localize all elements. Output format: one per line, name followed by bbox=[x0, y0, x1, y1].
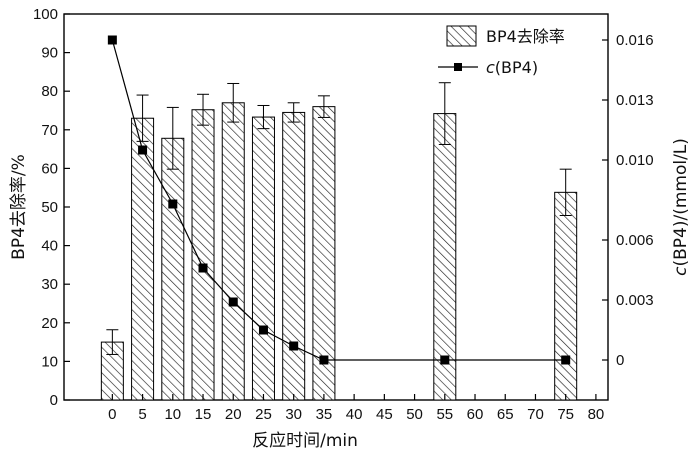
x-tick-label: 35 bbox=[316, 406, 333, 423]
x-tick-label: 30 bbox=[285, 406, 302, 423]
error-bars-layer bbox=[106, 82, 572, 355]
series-line bbox=[111, 39, 566, 361]
y2-tick-label: 0.010 bbox=[616, 152, 654, 169]
y-tick-label: 50 bbox=[41, 199, 58, 216]
line-layer bbox=[107, 35, 571, 365]
x-tick-label: 15 bbox=[195, 406, 212, 423]
bar bbox=[221, 102, 245, 401]
bars-layer bbox=[100, 102, 578, 401]
ticks-layer: 0 5 10 15 20 25 30 35 40 45 50 55 60 65 70 75 80 0 10 20 30 4… bbox=[33, 6, 654, 423]
bar bbox=[282, 111, 306, 401]
legend-line-label-italic: c bbox=[486, 58, 495, 77]
y-tick-label: 10 bbox=[41, 353, 58, 370]
y-axis-title: BP4去除率/% bbox=[9, 154, 29, 260]
y2-axis-title-italic: c bbox=[671, 266, 691, 276]
bar bbox=[251, 116, 275, 401]
data-point bbox=[289, 341, 299, 351]
data-point bbox=[561, 355, 571, 365]
x-axis-title: 反应时间/min bbox=[252, 431, 358, 451]
y2-tick-label: 0.013 bbox=[616, 92, 654, 109]
data-point bbox=[440, 355, 450, 365]
legend: BP4去除率 c(BP4) bbox=[438, 25, 565, 77]
y-tick-label: 20 bbox=[41, 315, 58, 332]
x-tick-label: 45 bbox=[376, 406, 393, 423]
x-tick-label: 20 bbox=[225, 406, 242, 423]
x-tick-label: 80 bbox=[588, 406, 605, 423]
x-tick-label: 60 bbox=[467, 406, 484, 423]
data-point bbox=[198, 263, 208, 273]
y-tick-label: 0 bbox=[50, 392, 58, 409]
bar bbox=[161, 137, 185, 401]
x-tick-label: 65 bbox=[497, 406, 514, 423]
x-tick-label: 0 bbox=[108, 406, 116, 423]
y-tick-label: 60 bbox=[41, 160, 58, 177]
y2-tick-label: 0.006 bbox=[616, 232, 654, 249]
bar bbox=[191, 109, 215, 401]
y2-axis-title: c(BP4)/(mmol/L) bbox=[671, 138, 691, 276]
bar bbox=[131, 117, 155, 401]
y2-tick-label: 0.016 bbox=[616, 32, 654, 49]
y-tick-label: 30 bbox=[41, 276, 58, 293]
x-tick-label: 55 bbox=[436, 406, 453, 423]
x-tick-label: 10 bbox=[164, 406, 181, 423]
data-point bbox=[319, 355, 329, 365]
data-point bbox=[228, 297, 238, 307]
bar bbox=[554, 191, 578, 401]
legend-line-marker bbox=[454, 63, 462, 71]
y2-tick-label: 0 bbox=[616, 352, 624, 369]
y-tick-label: 80 bbox=[41, 83, 58, 100]
x-tick-label: 70 bbox=[527, 406, 544, 423]
legend-bar-swatch bbox=[446, 25, 477, 47]
data-point bbox=[168, 199, 178, 209]
y2-tick-label: 0.003 bbox=[616, 292, 654, 309]
x-tick-label: 25 bbox=[255, 406, 272, 423]
y2-axis-title-rest: (BP4)/(mmol/L) bbox=[671, 138, 691, 266]
y-tick-label: 40 bbox=[41, 238, 58, 255]
x-tick-label: 5 bbox=[138, 406, 146, 423]
y-tick-label: 90 bbox=[41, 45, 58, 62]
y-tick-label: 100 bbox=[33, 6, 58, 23]
y-tick-label: 70 bbox=[41, 122, 58, 139]
data-point bbox=[258, 325, 268, 335]
data-point bbox=[138, 145, 148, 155]
legend-bar-label: BP4去除率 bbox=[486, 27, 565, 46]
x-tick-label: 40 bbox=[346, 406, 363, 423]
legend-line-label-rest: (BP4) bbox=[495, 58, 538, 77]
x-tick-label: 75 bbox=[557, 406, 574, 423]
data-point bbox=[107, 35, 117, 45]
legend-line-label: c(BP4) bbox=[486, 58, 538, 77]
x-tick-label: 50 bbox=[406, 406, 423, 423]
